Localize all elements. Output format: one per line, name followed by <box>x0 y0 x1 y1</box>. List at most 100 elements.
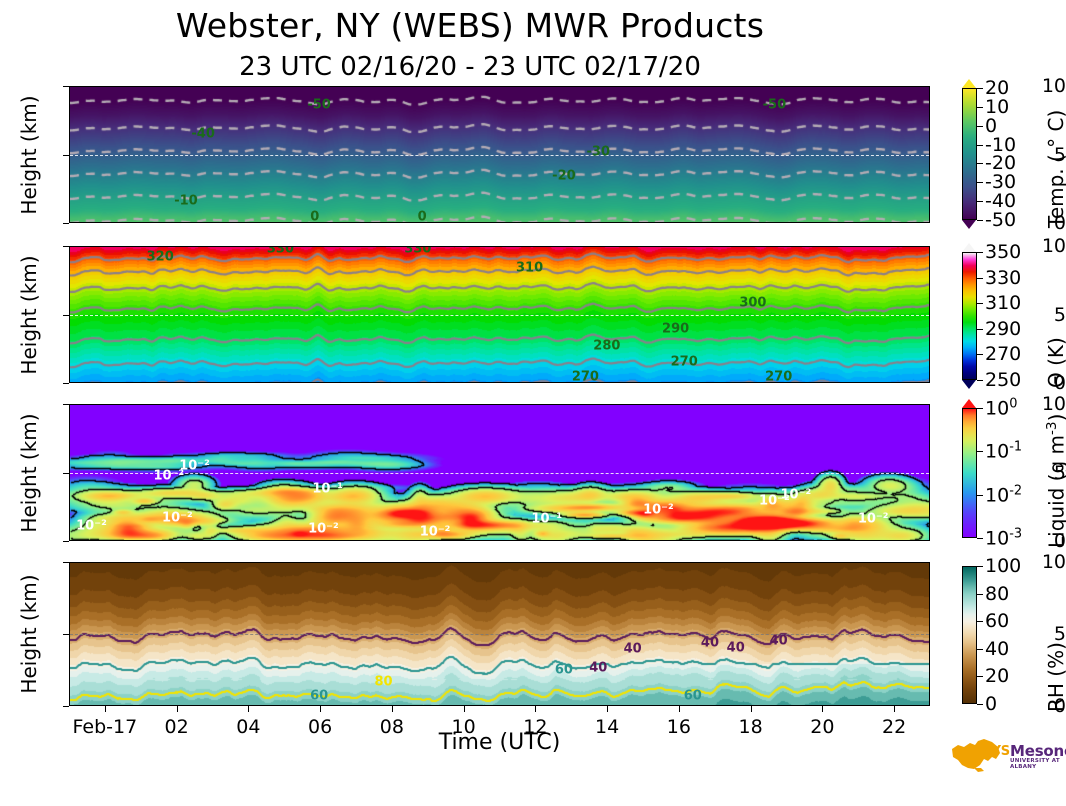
colorbar-tick <box>977 648 983 650</box>
contour-label: 10⁻¹ <box>312 481 344 497</box>
contour-label: 60 <box>683 688 702 704</box>
contour-label: 330 <box>404 246 432 257</box>
y-axis-tick-label: 5 <box>1053 461 1066 484</box>
x-axis-tick <box>894 706 896 712</box>
contour-label: 60 <box>310 688 329 704</box>
colorbar-tick-label: 310 <box>985 292 1022 315</box>
x-axis-tick-label: 22 <box>882 716 907 738</box>
colorbar-tick-label: 250 <box>985 369 1022 391</box>
colorbar-tick-label: 270 <box>985 343 1022 366</box>
colorbar-tick <box>977 144 983 146</box>
colorbar-tick <box>977 566 983 567</box>
x-axis-tick-label: 16 <box>666 716 691 738</box>
contour-label: 60 <box>554 662 573 678</box>
x-axis-tick <box>678 706 680 712</box>
x-axis-tick <box>535 706 537 712</box>
contour-label: 310 <box>515 260 544 276</box>
y-axis-tick <box>63 562 69 563</box>
contour-label: 0 <box>417 209 427 223</box>
contour-label: -10 <box>174 193 198 209</box>
contour-label: -20 <box>552 168 576 184</box>
colorbar-tick <box>977 303 983 305</box>
x-axis-tick-label: 06 <box>308 716 333 738</box>
reference-line-5km <box>70 634 929 635</box>
colorbar-tick <box>977 676 983 678</box>
contour-label: -30 <box>586 144 611 160</box>
contour-label: 40 <box>726 640 745 656</box>
y-axis-title: Height (km) <box>17 412 41 533</box>
colorbar-tick-label: -40 <box>985 190 1017 213</box>
colorbar-tick-label: 10-3 <box>985 526 1023 550</box>
contour-label: 270 <box>765 369 793 383</box>
colorbar-tick <box>977 380 983 381</box>
x-axis-tick-label: 14 <box>595 716 620 738</box>
contour-label: -40 <box>191 126 215 142</box>
colorbar-title: RH (%) <box>1044 642 1066 712</box>
y-axis-tick-label: 10 <box>1041 235 1066 257</box>
nys-mesonet-logo: NYS Mesonet UNIVERSITY AT ALBANY <box>948 733 1066 779</box>
colorbar-tick <box>977 182 983 184</box>
contour-label: 300 <box>739 295 767 311</box>
x-axis-tick-label: 20 <box>810 716 835 738</box>
colorbar-tick <box>977 408 983 409</box>
colorbar-tick <box>977 328 983 330</box>
logo-mesonet-text: Mesonet <box>1010 742 1066 760</box>
y-axis-title: Height (km) <box>17 94 41 215</box>
colorbar-tick <box>977 538 983 539</box>
y-axis-tick <box>63 223 69 224</box>
contour-label: 40 <box>589 660 608 676</box>
x-axis-tick-label: 18 <box>738 716 763 738</box>
contour-label: 270 <box>571 369 599 383</box>
y-axis-title: Height (km) <box>17 254 41 375</box>
colorbar-tick <box>977 354 983 356</box>
y-axis-tick-label: 0 <box>1053 372 1066 394</box>
panel-liquid: 10⁻² 10⁻² 10⁻¹ 10⁻² 10⁻² 10⁻² 10⁻² 10⁻¹ 10⁻² 10⁻²… <box>69 404 930 541</box>
colorbar-extend-min-arrow <box>962 220 976 229</box>
y-axis-tick-label: 5 <box>1053 143 1066 166</box>
colorbar-relative_humidity <box>962 566 977 704</box>
colorbar-tick-label: 100 <box>985 555 1022 577</box>
y-axis-tick-label: 0 <box>1053 212 1066 234</box>
y-axis-tick-label: 0 <box>1053 695 1066 717</box>
colorbar-tick <box>977 88 983 89</box>
contour-label: 10⁻² <box>419 524 451 540</box>
x-axis-tick <box>104 706 106 712</box>
colorbar-extend-max-arrow <box>962 243 976 252</box>
y-axis-title: Height (km) <box>17 574 41 694</box>
colorbar-tick <box>977 451 983 453</box>
contour-label: 10⁻² <box>308 521 339 537</box>
colorbar-tick <box>977 252 983 253</box>
contour-label: 10⁻¹ <box>531 511 563 527</box>
contour-label: 320 <box>146 249 174 265</box>
colorbar-liquid_water <box>962 408 977 538</box>
contour-label: 40 <box>769 633 788 649</box>
y-axis-tick-label: 10 <box>1041 551 1066 573</box>
x-axis-tick <box>248 706 250 712</box>
contour-label: 270 <box>670 354 698 370</box>
y-axis-tick <box>63 541 69 542</box>
colorbar-extend-max-arrow <box>962 79 976 88</box>
x-axis-tick <box>750 706 752 712</box>
colorbar-tick-label: 350 <box>985 241 1022 263</box>
y-axis-tick-label: 5 <box>1053 623 1066 645</box>
colorbar-tick-label: 20 <box>985 77 1010 99</box>
colorbar-tick-label: 10 <box>985 95 1010 118</box>
colorbar-tick <box>977 201 983 203</box>
colorbar-tick-label: 100 <box>985 396 1018 420</box>
colorbar-tick <box>977 621 983 623</box>
y-axis-tick <box>63 706 69 707</box>
x-axis-tick <box>822 706 824 712</box>
colorbar-potential_temperature <box>962 252 977 380</box>
panel-temperature: -50 -50 -40 -30 -20 -10 0 0 <box>69 86 930 223</box>
contour-label: 10⁻² <box>759 493 790 509</box>
y-axis-tick-label: 10 <box>1041 75 1066 97</box>
x-axis-tick <box>607 706 609 712</box>
x-axis-tick-label: 04 <box>236 716 261 738</box>
colorbar-tick-label: 10-1 <box>985 439 1023 463</box>
y-axis-tick <box>63 404 69 405</box>
reference-line-5km <box>70 314 929 316</box>
colorbar-tick-label: -20 <box>985 152 1017 175</box>
x-axis-tick <box>176 706 178 712</box>
y-axis-tick-label: 0 <box>1053 530 1066 552</box>
x-axis-tick-label: 08 <box>379 716 404 738</box>
